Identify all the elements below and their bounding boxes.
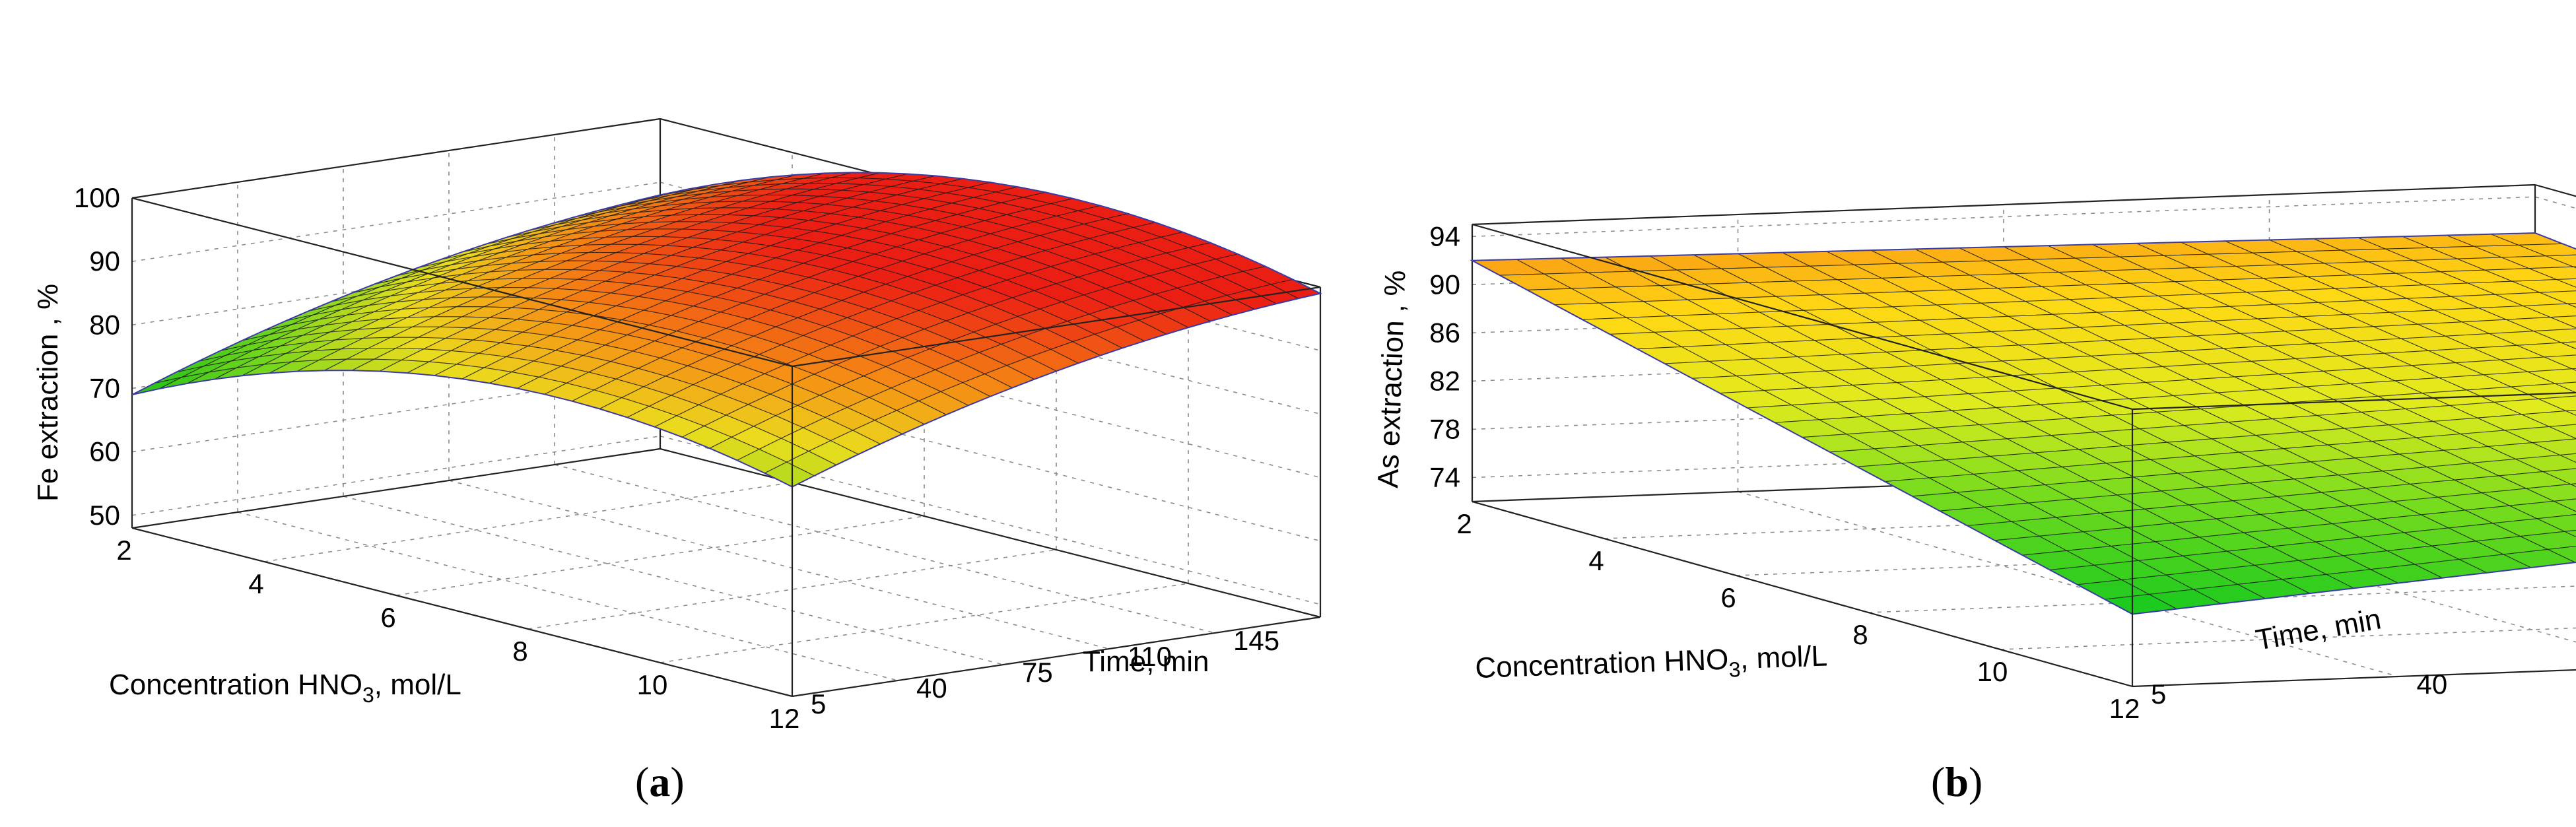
box-edge <box>2132 669 2576 688</box>
x-tick-label: 6 <box>1720 582 1736 613</box>
as-extraction-surface-chart: 2468101254075110145747882869094 Concentr… <box>1372 183 2576 724</box>
z-tick-label: 78 <box>1429 413 1460 444</box>
surface-outline <box>131 172 1322 488</box>
response-surface <box>1470 232 2576 615</box>
y-axis-label: Time, min <box>1083 645 1209 678</box>
x-tick-label: 8 <box>1852 619 1868 650</box>
wall-gridline <box>1472 437 2536 479</box>
floor-gridline <box>660 583 1189 663</box>
x-tick-label: 6 <box>380 602 395 633</box>
y-tick-label: 180 <box>1339 609 1340 640</box>
axis-box-front <box>131 197 1321 698</box>
z-axis-label: Fe extraction , % <box>32 284 64 502</box>
box-edge <box>131 527 793 698</box>
y-axis-label: Time, min <box>2253 603 2383 657</box>
y-tick-label: 145 <box>1233 625 1279 656</box>
floor-gridline <box>527 549 1057 630</box>
floor-gridline <box>2132 669 2576 687</box>
box-edge <box>1472 223 2133 411</box>
response-surface <box>131 172 1322 488</box>
box-edge <box>131 447 661 529</box>
chart-panel-b: 2468101254075110145747882869094 Concentr… <box>1340 0 2576 827</box>
wall-gridline <box>131 435 661 516</box>
fe-extraction-surface-chart: 2 4 6 8 10 12 5 40 75 110 145 180 50 60 70 80 90 100 Conc… <box>32 117 1340 734</box>
floor-gridline <box>2000 627 2576 650</box>
wall-gridline <box>131 182 661 262</box>
tick-labels: 2 4 6 8 10 12 5 40 75 110 145 180 50 60 70 80 90 100 <box>74 182 1340 734</box>
floor-gridline <box>448 480 1110 649</box>
floor-gridline <box>554 464 1215 634</box>
z-tick-label: 82 <box>1429 365 1460 396</box>
x-tick-label: 10 <box>1977 656 2008 687</box>
z-tick-label: 80 <box>89 309 120 340</box>
caption-a: (a) <box>635 758 685 805</box>
x-tick-label: 4 <box>1588 545 1604 576</box>
z-tick-label: 60 <box>89 436 120 467</box>
wall-gridline <box>1472 196 2536 238</box>
z-tick-label: 90 <box>1429 269 1460 300</box>
tick-labels: 2468101254075110145747882869094 <box>1429 220 2448 724</box>
y-tick-label: 40 <box>916 673 947 704</box>
box-edge <box>2132 391 2576 411</box>
y-tick-label: 75 <box>1022 657 1053 688</box>
wall-gridline <box>1472 389 2536 430</box>
y-tick-label: 40 <box>2417 669 2448 700</box>
x-tick-label: 2 <box>1456 508 1472 539</box>
floor-gridline <box>1604 502 2576 539</box>
x-axis-label: Concentration HNO3, mol/L <box>1475 640 1828 690</box>
floor-gridline <box>343 496 1004 665</box>
x-tick-label: 12 <box>769 703 800 734</box>
floor-gridline <box>263 482 793 562</box>
x-tick-label: 4 <box>248 568 263 599</box>
z-axis-label: As extraction , % <box>1372 270 1411 489</box>
floor-gridline <box>1738 491 2398 677</box>
z-tick-label: 74 <box>1429 461 1460 492</box>
box-edge <box>131 197 793 368</box>
floor-gridline <box>237 512 898 681</box>
floor-gridline <box>1736 543 2576 576</box>
x-tick-label: 12 <box>2109 693 2140 724</box>
box-edge <box>1472 500 2133 688</box>
z-tick-label: 50 <box>89 500 120 531</box>
caption-b: (b) <box>1931 758 1983 805</box>
x-tick-label: 8 <box>512 636 527 667</box>
y-tick-label: 5 <box>811 688 826 719</box>
box-edge <box>792 616 1321 698</box>
z-tick-label: 90 <box>89 246 120 277</box>
x-tick-label: 10 <box>637 669 668 700</box>
wall-gridline <box>1472 341 2536 382</box>
box-edge <box>131 117 661 199</box>
box-edge <box>1472 183 2536 226</box>
x-tick-label: 2 <box>116 535 131 566</box>
z-tick-label: 100 <box>74 182 120 213</box>
y-tick-label: 5 <box>2151 678 2166 710</box>
z-tick-label: 86 <box>1429 317 1460 348</box>
y-tick-label: 110 <box>1128 641 1172 672</box>
floor-gridline <box>395 515 925 596</box>
box-edge <box>792 286 1321 368</box>
chart-panel-a: 2 4 6 8 10 12 5 40 75 110 145 180 50 60 70 80 90 100 Conc… <box>32 117 1340 805</box>
axis-box-front <box>1472 223 2576 688</box>
floor-gridline <box>1868 585 2576 613</box>
box-edge <box>660 447 1321 618</box>
z-tick-label: 70 <box>89 372 120 403</box>
z-tick-label: 94 <box>1429 220 1460 251</box>
surface-outline <box>1470 232 2576 615</box>
x-axis-label: Concentration HNO3, mol/L <box>109 669 461 707</box>
